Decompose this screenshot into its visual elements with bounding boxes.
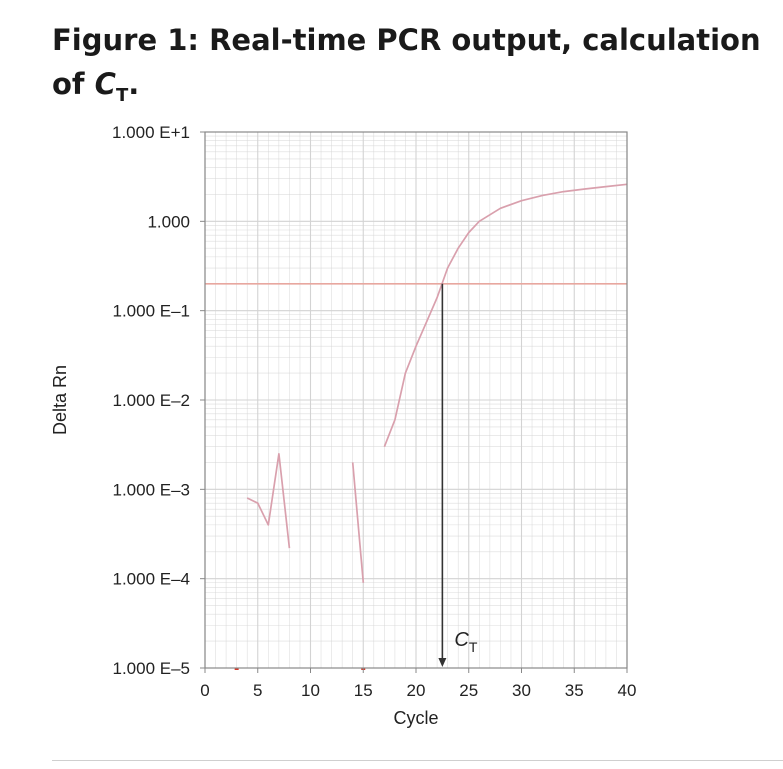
y-tick-label: 1.000 E–5 — [112, 659, 190, 678]
bottom-divider — [52, 760, 783, 761]
x-tick-label: 20 — [407, 681, 426, 700]
y-tick-label: 1.000 E–3 — [112, 480, 190, 499]
x-tick-label: 10 — [301, 681, 320, 700]
x-tick-label: 0 — [200, 681, 209, 700]
grid-lines — [204, 132, 628, 669]
figure-title-ct-letter: C — [94, 67, 116, 101]
y-axis-label: Delta Rn — [50, 365, 70, 435]
y-tick-label: 1.000 — [147, 212, 190, 231]
amplification-curves — [246, 183, 628, 583]
axis-ticks: 0 5 10 15 20 25 30 35 40 1.000 E+1 1.000 1.000 E–1 1… — [112, 123, 636, 700]
curve-segment-1 — [246, 452, 291, 549]
figure-title-ct-subscript: T — [115, 84, 129, 106]
figure-title-ct-symbol: CT — [94, 67, 129, 106]
x-tick-label: 30 — [512, 681, 531, 700]
x-axis-label: Cycle — [393, 708, 438, 728]
y-tick-label: 1.000 E–1 — [112, 302, 190, 321]
ct-arrow-head — [438, 658, 447, 667]
y-tick-label: 1.000 E+1 — [112, 123, 190, 142]
x-tick-label: 25 — [459, 681, 478, 700]
curve-segment-2 — [351, 462, 365, 583]
y-tick-label: 1.000 E–4 — [112, 570, 190, 589]
figure-title-period: . — [128, 67, 140, 101]
ct-marker: CT — [234, 283, 478, 670]
x-tick-label: 35 — [565, 681, 584, 700]
y-tick-label: 1.000 E–2 — [112, 391, 190, 410]
curve-segment-3 — [383, 183, 628, 448]
figure-title: Figure 1: Real-time PCR output, calculat… — [52, 18, 782, 118]
x-tick-label: 5 — [253, 681, 262, 700]
ct-annotation: CT — [454, 629, 477, 655]
x-tick-label: 40 — [618, 681, 637, 700]
figure-title-text: Figure 1: Real-time PCR output, calculat… — [52, 23, 761, 101]
x-tick-label: 15 — [354, 681, 373, 700]
